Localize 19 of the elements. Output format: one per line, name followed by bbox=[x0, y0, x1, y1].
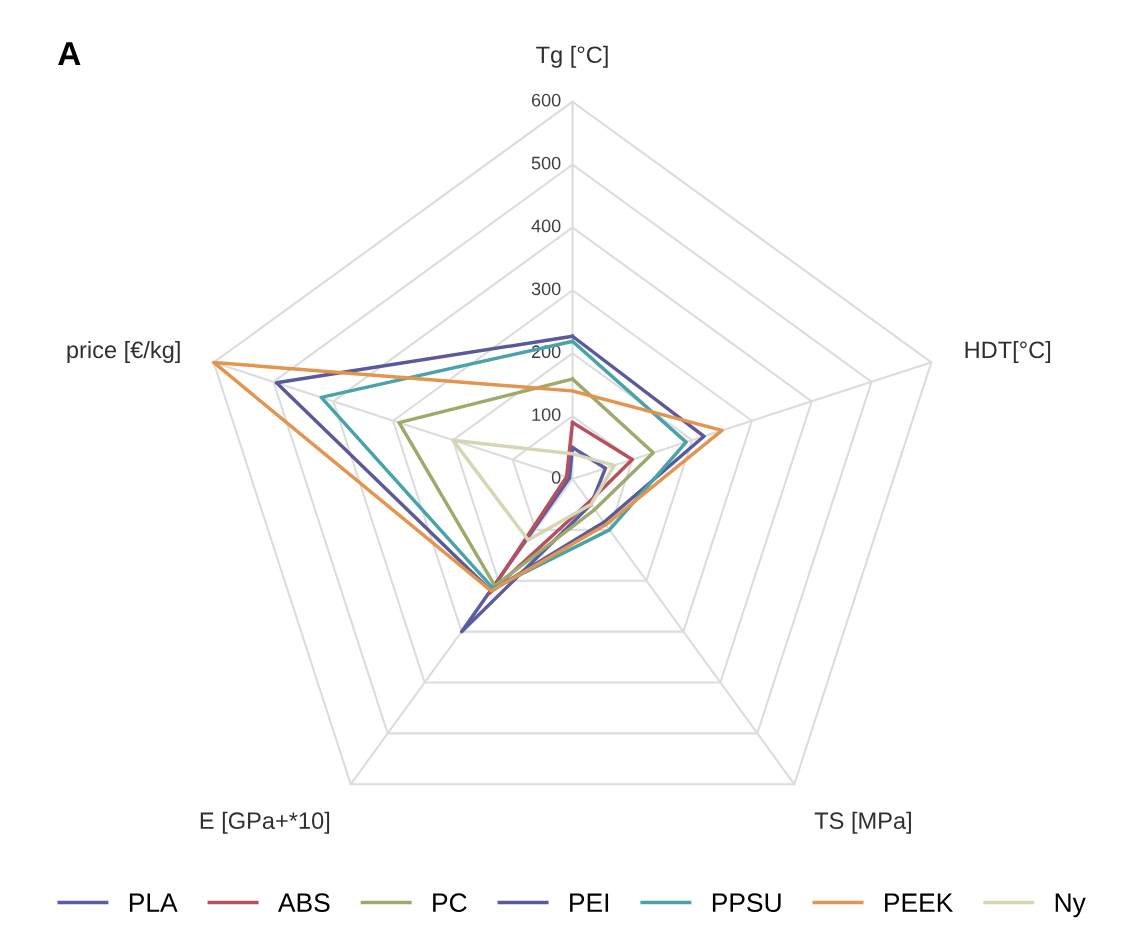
y-tick-label: 400 bbox=[531, 219, 561, 233]
y-tick-label: 100 bbox=[532, 408, 561, 421]
spoke-label: HDT[°C] bbox=[965, 340, 1051, 363]
spoke-label: E [GPa+*10] bbox=[200, 811, 330, 834]
y-tick-label: 300 bbox=[531, 282, 561, 296]
spoke-label: price [€/kg] bbox=[67, 340, 180, 363]
spoke-label: TS [MPa] bbox=[814, 811, 911, 834]
legend-label: ABS bbox=[277, 893, 330, 913]
legend-label: PC bbox=[433, 893, 467, 913]
legend-label: PPSU bbox=[712, 893, 781, 913]
y-tick-label: 0 bbox=[551, 471, 561, 484]
legend-label: PEEK bbox=[885, 893, 954, 912]
legend-label: PEI bbox=[570, 893, 609, 912]
legend-label: PLA bbox=[129, 893, 178, 912]
spoke-label: Tg [°C] bbox=[536, 45, 608, 68]
legend-label: Ny bbox=[1055, 893, 1086, 918]
y-tick-label: 600 bbox=[531, 93, 561, 107]
y-tick-label: 500 bbox=[531, 156, 561, 170]
chart-title: A bbox=[58, 42, 81, 66]
